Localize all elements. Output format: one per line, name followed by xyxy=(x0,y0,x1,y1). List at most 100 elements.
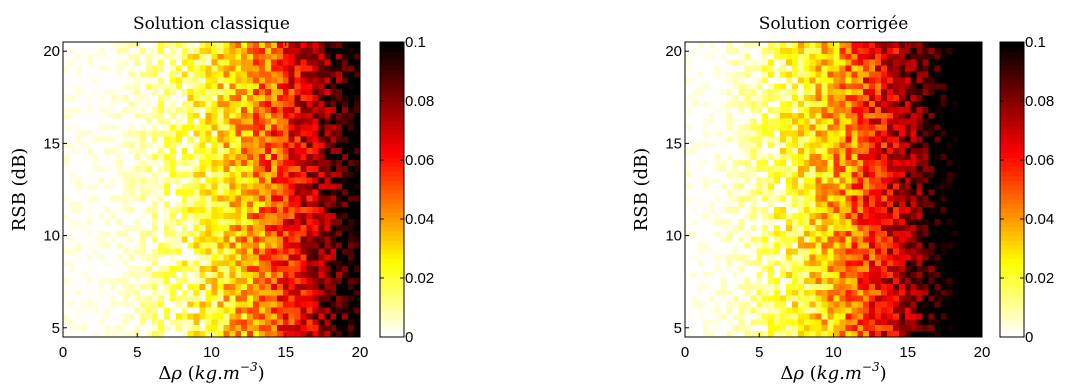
heatmap-cell xyxy=(714,224,722,232)
heatmap-cell xyxy=(928,71,936,78)
heatmap-cell xyxy=(851,325,858,332)
heatmap-cell xyxy=(158,289,165,297)
heatmap-cell xyxy=(863,195,870,202)
heatmap-cell xyxy=(750,195,757,202)
heatmap-cell xyxy=(330,319,337,326)
heatmap-cell xyxy=(726,301,734,309)
heatmap-cell xyxy=(74,260,82,267)
heatmap-cell xyxy=(827,142,835,149)
heatmap-cell xyxy=(904,165,912,173)
heatmap-cell xyxy=(116,130,123,137)
heatmap-cell xyxy=(211,260,219,267)
heatmap-cell xyxy=(158,295,165,303)
heatmap-cell xyxy=(193,248,201,255)
heatmap-cell xyxy=(80,272,88,279)
heatmap-cell xyxy=(809,242,817,250)
heatmap-cell xyxy=(696,260,704,267)
heatmap-cell xyxy=(720,136,728,143)
heatmap-cell xyxy=(892,142,900,149)
heatmap-cell xyxy=(270,171,278,179)
heatmap-cell xyxy=(306,136,314,143)
heatmap-cell xyxy=(714,331,722,338)
heatmap-cell xyxy=(128,236,135,244)
heatmap-cell xyxy=(241,42,248,49)
heatmap-cell xyxy=(964,142,971,149)
heatmap-cell xyxy=(762,65,769,73)
heatmap-cell xyxy=(696,124,704,132)
heatmap-cell xyxy=(98,254,106,261)
heatmap-cell xyxy=(223,183,230,191)
heatmap-cell xyxy=(839,136,846,143)
heatmap-cell xyxy=(833,142,841,149)
heatmap-cell xyxy=(815,183,823,191)
heatmap-cell xyxy=(169,101,177,108)
heatmap-cell xyxy=(306,189,314,196)
heatmap-cell xyxy=(217,207,224,214)
heatmap-cell xyxy=(946,224,953,232)
heatmap-cell xyxy=(270,207,278,214)
heatmap-cell xyxy=(863,142,870,149)
heatmap-cell xyxy=(63,248,70,255)
heatmap-cell xyxy=(863,101,870,108)
heatmap-cell xyxy=(128,142,135,149)
heatmap-cell xyxy=(785,289,793,297)
heatmap-cell xyxy=(803,254,811,261)
heatmap-cell xyxy=(110,59,118,67)
heatmap-cell xyxy=(306,319,314,326)
heatmap-cell xyxy=(110,83,118,90)
heatmap-cell xyxy=(163,154,171,161)
heatmap-cell xyxy=(217,47,224,55)
heatmap-cell xyxy=(780,331,787,338)
heatmap-cell xyxy=(827,254,835,261)
heatmap-cell xyxy=(80,89,88,96)
heatmap-cell xyxy=(276,171,284,179)
heatmap-cell xyxy=(253,106,260,114)
heatmap-cell xyxy=(86,331,94,338)
heatmap-cell xyxy=(958,83,965,90)
heatmap-cell xyxy=(952,148,959,155)
heatmap-cell xyxy=(98,201,106,208)
heatmap-cell xyxy=(152,183,159,191)
heatmap-cell xyxy=(708,59,716,67)
heatmap-cell xyxy=(68,254,76,261)
heatmap-cell xyxy=(886,106,894,114)
heatmap-cell xyxy=(276,230,284,238)
heatmap-cell xyxy=(63,230,70,238)
heatmap-cell xyxy=(964,53,971,61)
heatmap-cell xyxy=(140,130,147,137)
heatmap-cell xyxy=(690,295,698,303)
heatmap-cell xyxy=(756,83,763,90)
heatmap-cell xyxy=(863,230,870,238)
heatmap-cell xyxy=(92,89,100,96)
heatmap-cell xyxy=(223,307,230,314)
heatmap-cell xyxy=(869,295,876,303)
heatmap-cell xyxy=(187,319,195,326)
heatmap-cell xyxy=(80,136,88,143)
heatmap-cell xyxy=(702,236,710,244)
heatmap-cell xyxy=(833,112,841,120)
heatmap-cell xyxy=(217,71,224,78)
heatmap-cell xyxy=(235,183,242,191)
heatmap-cell xyxy=(964,213,971,220)
heatmap-cell xyxy=(140,71,147,78)
heatmap-cell xyxy=(785,177,793,185)
heatmap-cell xyxy=(336,313,343,320)
heatmap-cell xyxy=(110,130,118,137)
heatmap-cell xyxy=(768,331,775,338)
heatmap-cell xyxy=(318,254,325,261)
heatmap-cell xyxy=(223,248,230,255)
heatmap-cell xyxy=(270,59,278,67)
colorbar-segment xyxy=(380,249,404,255)
heatmap-cell xyxy=(199,165,207,173)
heatmap-cell xyxy=(851,301,858,309)
heatmap-cell xyxy=(318,165,325,173)
heatmap-cell xyxy=(881,295,888,303)
heatmap-cell xyxy=(904,47,912,55)
heatmap-cell xyxy=(756,112,763,120)
heatmap-cell xyxy=(175,165,183,173)
heatmap-cell xyxy=(294,171,302,179)
heatmap-cell xyxy=(869,77,876,84)
heatmap-cell xyxy=(294,189,302,196)
heatmap-cell xyxy=(892,331,900,338)
heatmap-cell xyxy=(68,242,76,250)
